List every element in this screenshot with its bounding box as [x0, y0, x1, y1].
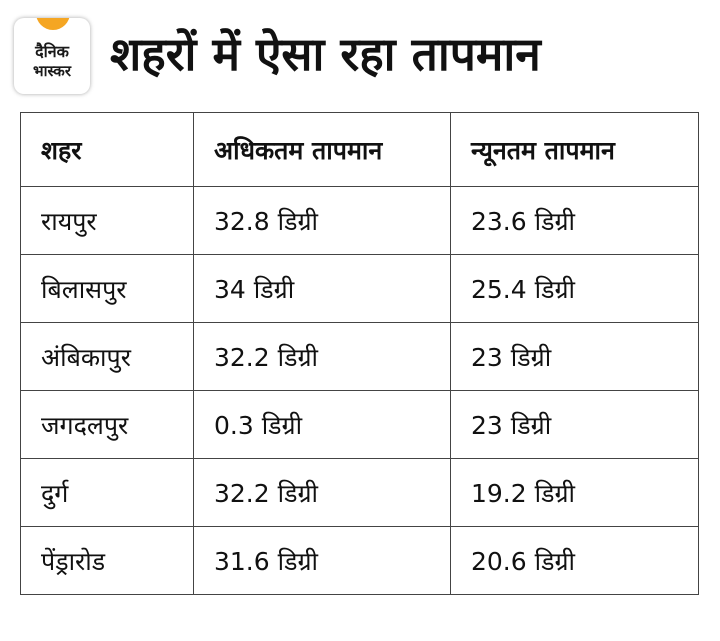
table-row: रायपुर 32.8 डिग्री 23.6 डिग्री — [20, 186, 699, 255]
table-header-row: शहर अधिकतम तापमान न्यूनतम तापमान — [20, 112, 699, 187]
page-title: शहरों में ऐसा रहा तापमान — [110, 27, 541, 81]
table-row: पेंड्रारोड 31.6 डिग्री 20.6 डिग्री — [20, 526, 699, 595]
max-temp-cell: 0.3 डिग्री — [193, 390, 451, 459]
min-temp-cell: 23 डिग्री — [450, 322, 699, 391]
city-cell: बिलासपुर — [20, 254, 194, 323]
logo-line-2: भास्कर — [33, 62, 71, 80]
min-temp-cell: 20.6 डिग्री — [450, 526, 699, 595]
city-cell: दुर्ग — [20, 458, 194, 527]
header-max-temp: अधिकतम तापमान — [193, 112, 451, 187]
min-temp-cell: 19.2 डिग्री — [450, 458, 699, 527]
header: दैनिक भास्कर शहरों में ऐसा रहा तापमान — [0, 0, 720, 112]
temperature-table: शहर अधिकतम तापमान न्यूनतम तापमान रायपुर … — [20, 112, 699, 595]
table-row: अंबिकापुर 32.2 डिग्री 23 डिग्री — [20, 322, 699, 391]
city-cell: जगदलपुर — [20, 390, 194, 459]
dainik-bhaskar-logo: दैनिक भास्कर — [14, 18, 90, 94]
min-temp-cell: 23.6 डिग्री — [450, 186, 699, 255]
max-temp-cell: 34 डिग्री — [193, 254, 451, 323]
table-row: जगदलपुर 0.3 डिग्री 23 डिग्री — [20, 390, 699, 459]
max-temp-cell: 32.2 डिग्री — [193, 458, 451, 527]
logo-line-1: दैनिक — [35, 42, 69, 61]
city-cell: रायपुर — [20, 186, 194, 255]
min-temp-cell: 23 डिग्री — [450, 390, 699, 459]
table-row: बिलासपुर 34 डिग्री 25.4 डिग्री — [20, 254, 699, 323]
max-temp-cell: 31.6 डिग्री — [193, 526, 451, 595]
max-temp-cell: 32.2 डिग्री — [193, 322, 451, 391]
table-row: दुर्ग 32.2 डिग्री 19.2 डिग्री — [20, 458, 699, 527]
header-min-temp: न्यूनतम तापमान — [450, 112, 699, 187]
city-cell: अंबिकापुर — [20, 322, 194, 391]
city-cell: पेंड्रारोड — [20, 526, 194, 595]
header-city: शहर — [20, 112, 194, 187]
min-temp-cell: 25.4 डिग्री — [450, 254, 699, 323]
sun-icon — [36, 18, 70, 30]
max-temp-cell: 32.8 डिग्री — [193, 186, 451, 255]
